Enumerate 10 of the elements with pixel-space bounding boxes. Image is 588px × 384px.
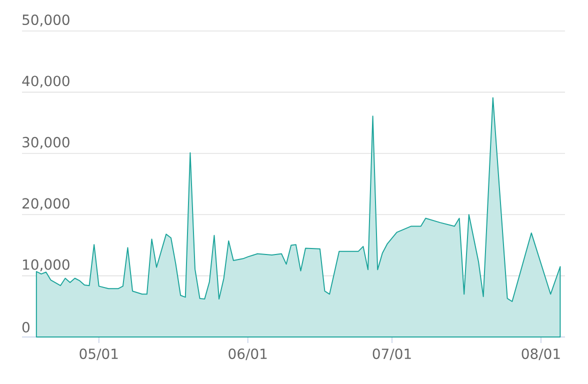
x-tick-label: 06/01 [228, 348, 267, 360]
y-tick-label: 40,000 [22, 76, 70, 88]
y-tick-label: 10,000 [23, 259, 70, 272]
y-tick-label: 20,000 [22, 198, 70, 210]
y-tick-label: 0 [22, 322, 30, 332]
y-tick-label: 30,000 [22, 136, 70, 149]
y-tick-label: 50,000 [22, 14, 70, 26]
x-tick-label: 08/01 [522, 348, 560, 360]
x-tick-label: 07/01 [372, 348, 411, 360]
x-tick-label: 05/01 [80, 348, 118, 360]
